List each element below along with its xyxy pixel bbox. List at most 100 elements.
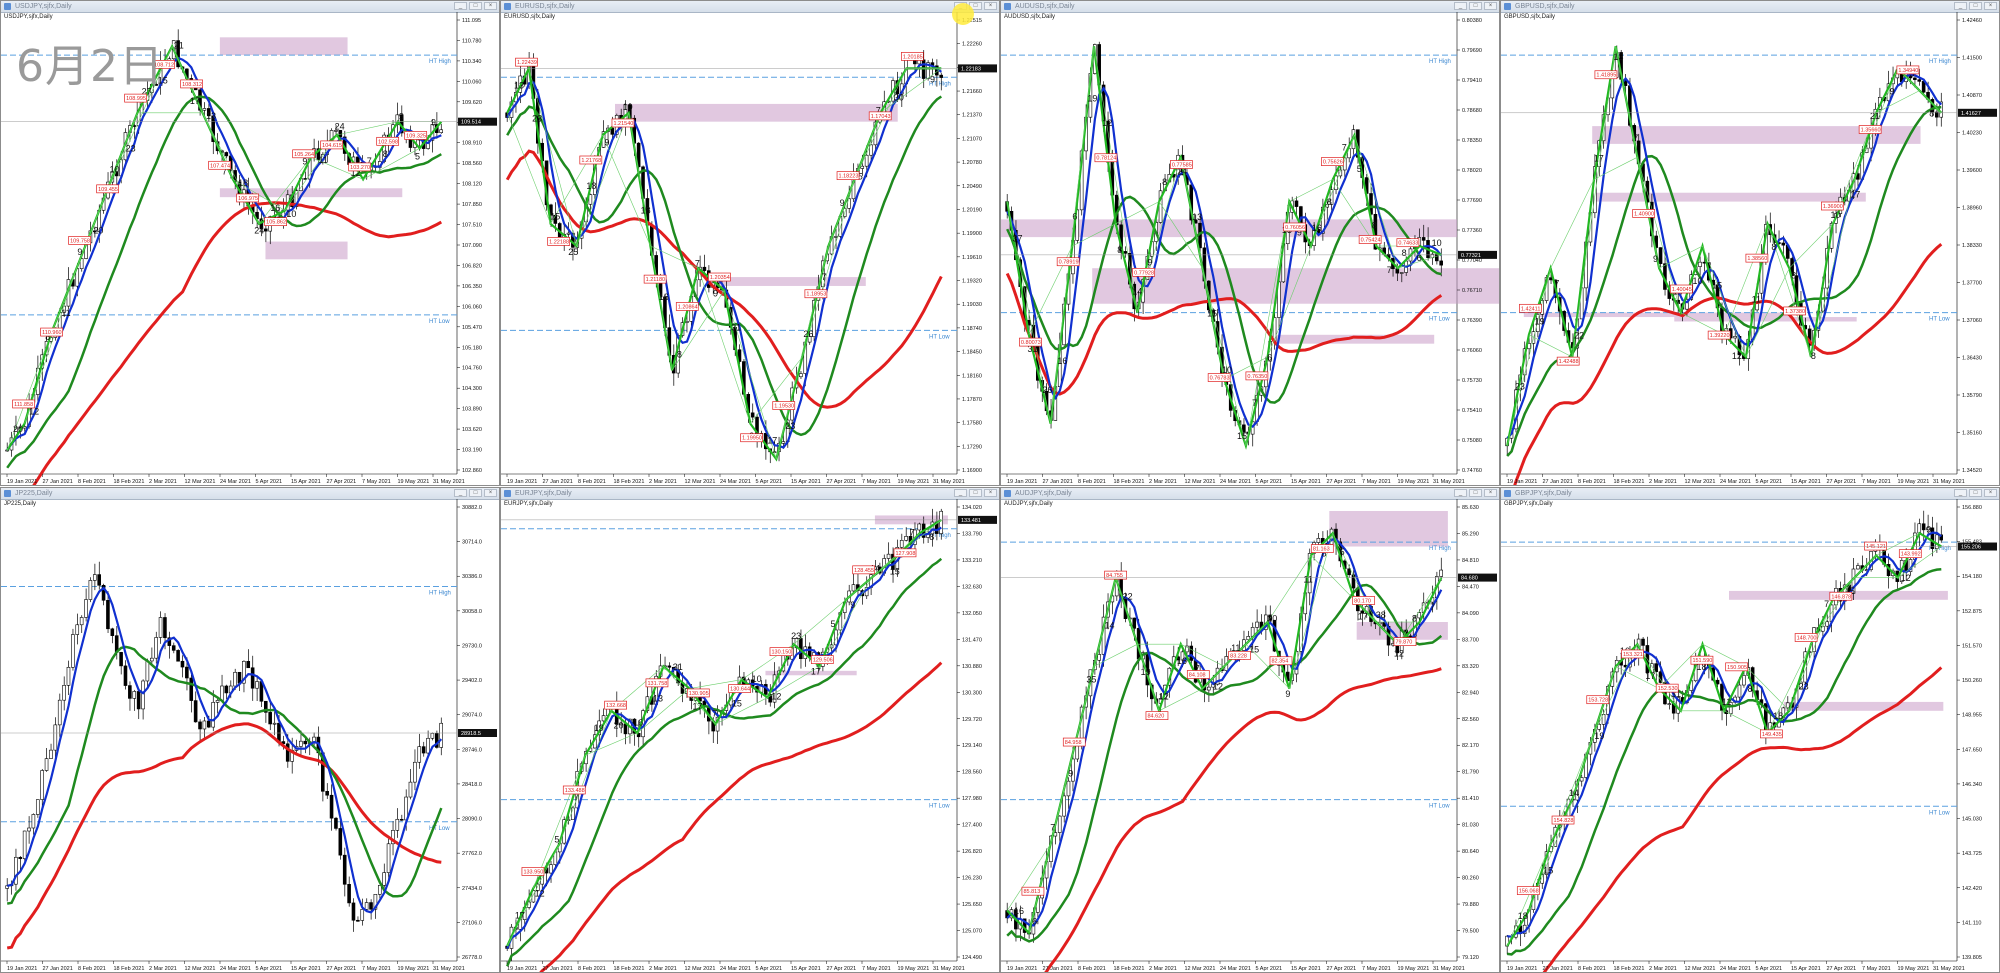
date-axis-tick: 19 Jan 2021 — [507, 479, 537, 485]
date-axis-tick: 27 Jan 2021 — [43, 479, 73, 485]
price-tag-text: 109.455 — [98, 187, 118, 193]
minimize-button[interactable]: _ — [1954, 2, 1967, 10]
chart-window-0[interactable]: USDJPY,sjfx,Daily _ □ × HT High HT Low 20 12 8 11… — [0, 0, 500, 486]
date-axis-tick: 7 May 2021 — [1362, 479, 1391, 485]
candle — [171, 642, 176, 654]
wave-count-label: 15 — [550, 211, 560, 221]
chart-window-2[interactable]: AUDUSD,sjfx,Daily _ □ × HT High HT Low 37 31 26 1… — [1000, 0, 1500, 486]
price-axis-tick: 27434.0 — [462, 886, 482, 892]
maximize-button[interactable]: □ — [1969, 489, 1982, 497]
close-button[interactable]: × — [984, 489, 997, 497]
trend-line — [880, 68, 942, 114]
close-button[interactable]: × — [484, 2, 497, 10]
chart-window-title: USDJPY,sjfx,Daily — [15, 3, 72, 10]
chart-titlebar[interactable]: JP225,Daily _ □ × — [1, 488, 499, 500]
chart-window-6[interactable]: AUDJPY,sjfx,Daily _ □ × HT High HT Low 16 6 7 9 35… — [1000, 487, 1500, 973]
date-axis-tick: 18 Feb 2021 — [114, 966, 145, 972]
date-axis-tick: 19 May 2021 — [1398, 479, 1430, 485]
wave-count-label: 9 — [302, 156, 307, 166]
maximize-button[interactable]: □ — [1469, 2, 1482, 10]
price-axis-tick: 1.19610 — [962, 255, 982, 261]
price-tag-text: 153.728 — [1588, 698, 1608, 704]
wave-count-label: 15 — [1237, 431, 1247, 441]
close-button[interactable]: × — [1484, 489, 1497, 497]
price-tag: 0.75626 — [1321, 157, 1344, 166]
date-axis-tick: 7 May 2021 — [1862, 479, 1891, 485]
minimize-button[interactable]: _ — [1454, 489, 1467, 497]
chart-titlebar[interactable]: EURJPY,sjfx,Daily _ □ × — [501, 488, 999, 500]
price-tag: 1.21768 — [579, 155, 603, 165]
close-button[interactable]: × — [1984, 489, 1997, 497]
trend-line — [1245, 201, 1290, 446]
chart-window-title: EURUSD,sjfx,Daily — [515, 3, 575, 10]
wave-count-label: 21 — [1870, 111, 1880, 121]
price-tag: 153.728 — [1586, 695, 1610, 705]
maximize-button[interactable]: □ — [969, 489, 982, 497]
minimize-button[interactable]: _ — [454, 489, 467, 497]
wave-count-label: 6 — [1417, 253, 1422, 263]
ma-long-red — [539, 661, 943, 972]
candle — [49, 743, 53, 759]
supply-demand-zone — [1783, 701, 1944, 711]
date-axis-tick: 12 Mar 2021 — [685, 966, 716, 972]
price-tag: 80.170 — [1352, 596, 1376, 605]
trend-line — [750, 356, 803, 424]
price-chart: HT High HT Low 17 12 5 7 19 20 16 13 31 17 7 15 10 12 23… — [501, 499, 997, 972]
wave-count-label: 10 — [1432, 238, 1442, 248]
close-button[interactable]: × — [984, 2, 997, 10]
price-tag-text: 133.950 — [523, 869, 543, 875]
close-button[interactable]: × — [1484, 2, 1497, 10]
candle — [426, 730, 430, 758]
price-axis-tick: 85.630 — [1462, 505, 1479, 511]
wave-count-label: 10 — [752, 674, 762, 684]
chart-window-7[interactable]: GBPJPY,sjfx,Daily _ □ × HT High HT Low 18 15 14 1… — [1500, 487, 2000, 973]
price-tag-text: 1.21180 — [646, 277, 665, 283]
maximize-button[interactable]: □ — [469, 2, 482, 10]
wave-count-label: 12 — [1732, 351, 1742, 361]
ht-high-label: HT High — [1929, 59, 1951, 65]
maximize-button[interactable]: □ — [469, 489, 482, 497]
chart-titlebar[interactable]: GBPUSD,sjfx,Daily _ □ × — [1501, 1, 1999, 13]
price-tag-text: 127.908 — [896, 551, 916, 557]
minimize-button[interactable]: _ — [954, 489, 967, 497]
chart-window-3[interactable]: GBPUSD,sjfx,Daily _ □ × HT High HT Low 23 19 7 22… — [1500, 0, 2000, 486]
date-axis-tick: 7 May 2021 — [1362, 966, 1391, 972]
close-button[interactable]: × — [1984, 2, 1997, 10]
chart-window-4[interactable]: JP225,Daily _ □ × HT High HT Low 30882.0 30714.… — [0, 487, 500, 973]
candle — [167, 631, 172, 659]
chart-window-5[interactable]: EURJPY,sjfx,Daily _ □ × HT High HT Low 17 12 5 7 1… — [500, 487, 1000, 973]
price-axis-tick: 154.180 — [1962, 574, 1982, 580]
candle — [342, 847, 347, 897]
close-button[interactable]: × — [484, 489, 497, 497]
candle — [62, 676, 66, 711]
chart-titlebar[interactable]: USDJPY,sjfx,Daily _ □ × — [1, 1, 499, 13]
price-axis-tick: 103.890 — [462, 407, 482, 413]
wave-count-label: 9 — [431, 118, 436, 128]
wave-count-label: 14 — [870, 563, 880, 573]
maximize-button[interactable]: □ — [1469, 489, 1482, 497]
minimize-button[interactable]: _ — [1954, 489, 1967, 497]
date-axis-tick: 5 Apr 2021 — [256, 479, 283, 485]
price-tag-text: 108.712 — [154, 62, 174, 68]
price-tag: 83.228 — [1228, 651, 1251, 660]
current-price-text: 28918.5 — [461, 731, 481, 737]
maximize-button[interactable]: □ — [1969, 2, 1982, 10]
chart-titlebar[interactable]: AUDUSD,sjfx,Daily _ □ × — [1001, 1, 1499, 13]
trend-line — [1789, 599, 1834, 711]
chart-titlebar[interactable]: AUDJPY,sjfx,Daily _ □ × — [1001, 488, 1499, 500]
ht-high-label: HT High — [1429, 59, 1451, 65]
trend-line — [1506, 843, 1551, 947]
price-tag-text: 102.598 — [378, 139, 398, 145]
price-tag-text: 106.975 — [238, 196, 258, 202]
trend-line — [1767, 223, 1812, 358]
minimize-button[interactable]: _ — [1454, 2, 1467, 10]
wave-count-label: 8 — [1412, 614, 1417, 624]
candle — [123, 660, 128, 690]
wave-count-label: 8 — [1811, 351, 1816, 361]
trend-line — [1550, 179, 1595, 269]
price-axis-tick: 145.030 — [1962, 817, 1982, 823]
chart-titlebar[interactable]: GBPJPY,sjfx,Daily _ □ × — [1501, 488, 1999, 500]
minimize-button[interactable]: _ — [454, 2, 467, 10]
price-tag: 109.455 — [96, 184, 119, 194]
